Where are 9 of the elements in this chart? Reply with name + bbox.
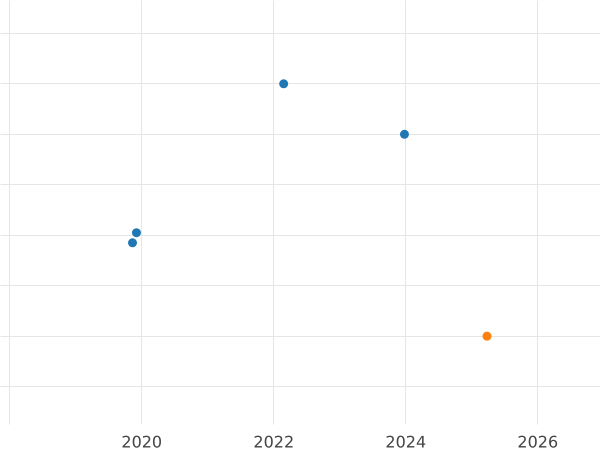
- point: [279, 79, 288, 88]
- point: [400, 130, 409, 139]
- point: [128, 238, 138, 248]
- point: [482, 332, 492, 341]
- x-tick-label: 2020: [121, 432, 162, 450]
- point: [132, 228, 141, 238]
- x-tick-label: 2022: [253, 432, 294, 450]
- x-tick-label: 2026: [517, 432, 558, 450]
- x-tick-label: 2024: [385, 432, 426, 450]
